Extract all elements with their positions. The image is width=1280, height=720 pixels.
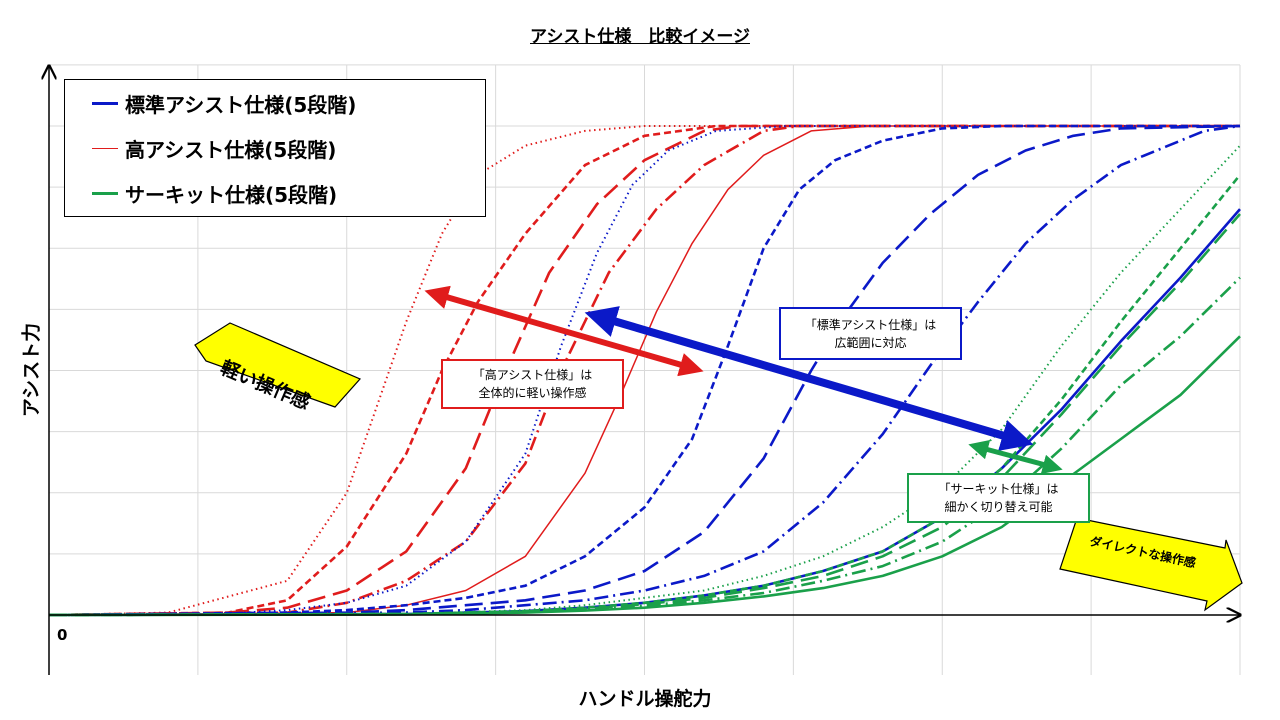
circuit-note-text: 「サーキット仕様」は 細かく切り替え可能 [938,482,1059,514]
x-axis-label: ハンドル操舵力 [578,688,712,710]
series-line-circuit-dotted [48,144,1241,616]
origin-label: 0 [57,626,68,644]
high-assist-note-text: 「高アシスト仕様」は 全体的に軽い操作感 [472,368,593,400]
series-line-high-long-dash [48,124,1240,617]
circuit-note: 「サーキット仕様」は 細かく切り替え可能 [907,473,1090,523]
legend-item-standard: 標準アシスト仕様(5段階) [92,88,357,118]
y-axis-label: アシスト力 [20,322,43,418]
high-assist-note: 「高アシスト仕様」は 全体的に軽い操作感 [441,359,624,409]
legend-label-high: 高アシスト仕様(5段階) [125,137,337,162]
light-feel-badge-arrow [194,322,362,408]
chart-title: アシスト仕様 比較イメージ [0,22,1280,47]
legend-label-circuit: サーキット仕様(5段階) [125,182,338,207]
chart-title-text: アシスト仕様 比較イメージ [530,27,750,47]
standard-assist-note-text: 「標準アシスト仕様」は 広範囲に対応 [804,317,937,350]
legend-item-high: 高アシスト仕様(5段階) [92,133,337,163]
legend-item-circuit: サーキット仕様(5段階) [92,178,338,208]
series-line-circuit-solid [48,335,1241,617]
series-line-standard-dash-dot [48,124,1241,617]
circuit-range-arrow [968,439,1063,475]
legend-label-standard: 標準アシスト仕様(5段階) [125,92,357,117]
legend-swatch-high [92,147,118,149]
standard-range-arrow [584,306,1034,451]
legend-swatch-circuit [92,191,118,195]
legend: 標準アシスト仕様(5段階) 高アシスト仕様(5段階) サーキット仕様(5段階) [64,79,486,217]
direct-feel-badge-arrow [1059,517,1243,612]
standard-assist-note: 「標準アシスト仕様」は 広範囲に対応 [779,307,962,360]
series-line-high-short-dash [48,124,1240,617]
legend-swatch-standard [92,101,118,105]
